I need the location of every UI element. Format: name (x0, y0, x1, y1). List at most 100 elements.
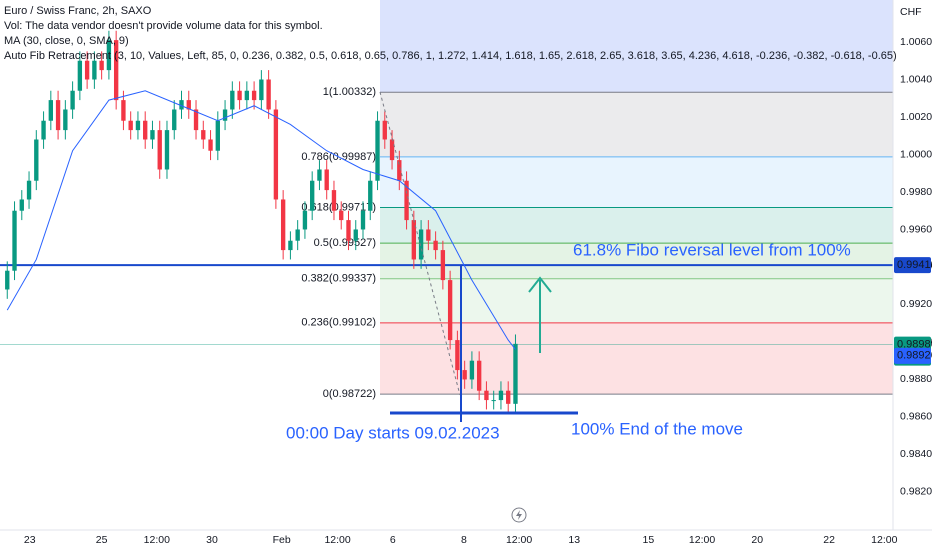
fib-zone (380, 322, 893, 395)
fib-group: 1(1.00332)0.786(0.99987)0.618(0.99717)0.… (301, 86, 893, 400)
candle-body (360, 210, 366, 230)
x-tick-label: Feb (273, 534, 291, 546)
fib-label: 0.618(0.99717) (301, 201, 376, 213)
candle-body (70, 90, 75, 110)
candle-body (491, 400, 496, 402)
candle-body (179, 100, 184, 110)
candle-body (317, 169, 322, 181)
candle-body (455, 340, 460, 371)
candle-body (215, 120, 220, 151)
candle-body (92, 60, 97, 80)
currency-label: CHF (900, 6, 922, 18)
candle-body (506, 390, 511, 404)
candle-body (331, 190, 337, 211)
candle-body (48, 100, 53, 121)
candle-body (113, 40, 119, 101)
candle-body (84, 60, 90, 80)
candle-body (201, 130, 206, 140)
candle-body (128, 120, 133, 131)
fib-zone (380, 207, 893, 244)
candle-body (106, 40, 112, 71)
candle-body (259, 79, 264, 101)
candle-body (462, 370, 467, 380)
x-tick-label: 22 (823, 534, 835, 546)
candle-body (222, 109, 228, 121)
candle-body (77, 60, 83, 91)
x-tick-label: 12:00 (871, 534, 897, 546)
candle-body (382, 120, 387, 140)
candle-body (150, 130, 155, 140)
fib-label: 0.382(0.99337) (301, 273, 376, 285)
y-tick-label: 1.00400 (900, 73, 932, 85)
fib-zone (380, 278, 893, 323)
candle-body (389, 139, 395, 161)
header-line: Vol: The data vendor doesn't provide vol… (4, 20, 323, 32)
candle-body (19, 199, 24, 211)
candle-body (498, 390, 504, 401)
candle-body (484, 390, 489, 401)
candle-body (440, 250, 446, 281)
candle-body (375, 120, 380, 181)
candle-body (368, 180, 373, 211)
candle-body (433, 240, 438, 251)
arrow-head (528, 276, 552, 293)
x-tick-label: 20 (751, 534, 763, 546)
x-tick-label: 25 (96, 534, 108, 546)
marks-group (0, 30, 893, 414)
price-tag (894, 347, 931, 364)
candle-body (273, 109, 279, 200)
x-tick-label: 8 (461, 534, 467, 546)
candle-body (172, 109, 177, 131)
fib-trend-line (379, 91, 461, 396)
x-tick-label: 23 (24, 534, 36, 546)
candle-body (244, 90, 250, 101)
icon-bolt (516, 510, 522, 520)
candle-body (157, 130, 162, 170)
candle-body (302, 210, 308, 230)
candle-body (418, 229, 424, 260)
y-tick-label: 1.00600 (900, 36, 932, 48)
candle-body (5, 270, 10, 290)
legend: Euro / Swiss Franc, 2h, SAXO Vol: The da… (4, 5, 897, 62)
candle-body (339, 210, 344, 221)
fib-label: 0.5(0.99527) (314, 237, 376, 249)
candle-body (346, 220, 351, 241)
candle-body (397, 160, 402, 181)
candle-body (469, 360, 475, 380)
price-tag (894, 257, 931, 274)
fib-zone (380, 243, 893, 279)
candle-body (251, 90, 257, 101)
candle-body (26, 180, 32, 200)
candle-body (266, 79, 271, 110)
candle-body (143, 120, 148, 140)
price-tag-label: 0.98986 (897, 338, 932, 350)
candle-body (295, 229, 300, 241)
candle-body (34, 139, 39, 181)
fib-zone (380, 92, 893, 157)
fib-label: 0(0.98722) (323, 388, 376, 400)
annotation: 00:00 Day starts 09.02.2023 (286, 423, 500, 442)
annotation: 100% End of the move (571, 419, 743, 438)
candle-body (135, 120, 141, 131)
y-tick-label: 1.00200 (900, 111, 932, 123)
candle-body (404, 180, 409, 221)
x-tick-label: 13 (568, 534, 580, 546)
candle-body (447, 280, 453, 341)
candle-body (513, 343, 518, 404)
candle-body (41, 120, 46, 140)
x-tick-label: 12:00 (144, 534, 170, 546)
ma-line (6, 90, 516, 350)
candle-body (12, 210, 17, 271)
candle-body (99, 60, 104, 71)
candle-body (476, 360, 482, 391)
candle-body (230, 90, 235, 110)
